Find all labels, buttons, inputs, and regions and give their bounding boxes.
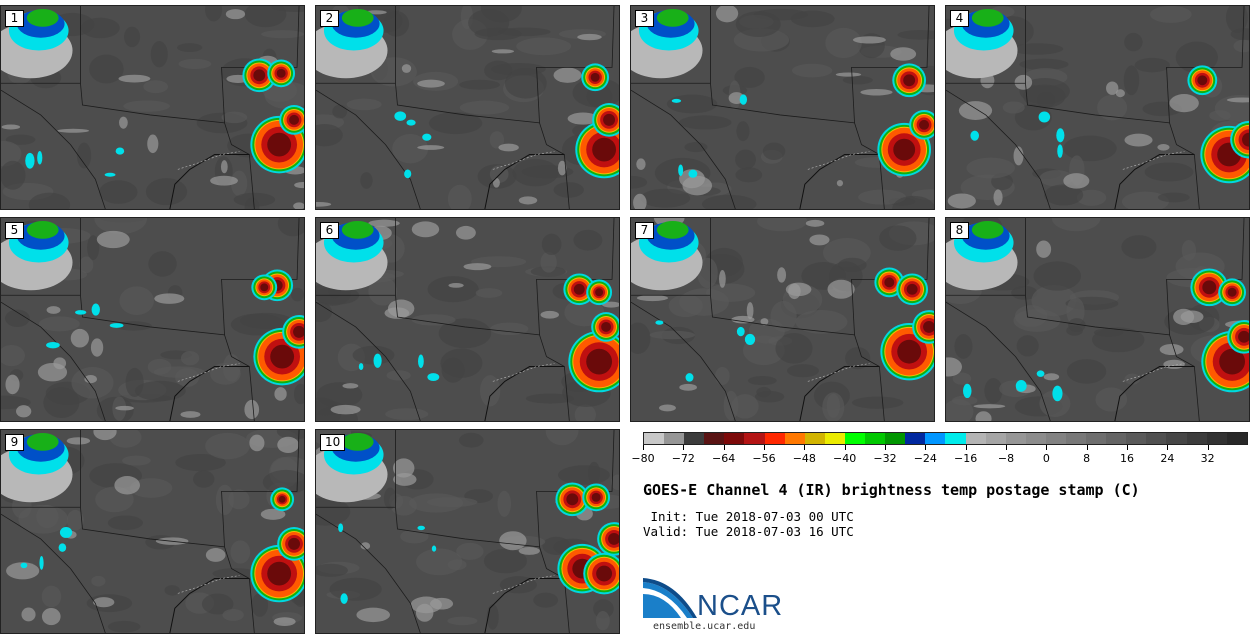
colorbar-tick-label: −56 xyxy=(752,452,776,465)
colorbar-tick xyxy=(1086,445,1088,450)
stamp-panel-2: 2 xyxy=(315,5,620,210)
colorbar-swatch xyxy=(1166,433,1187,444)
panel-label-7: 7 xyxy=(635,222,654,239)
panel-label-9: 9 xyxy=(5,434,24,451)
ir-map-10 xyxy=(316,430,619,633)
colorbar-tick xyxy=(925,445,927,450)
colorbar-tick-label: −32 xyxy=(873,452,897,465)
stamp-panel-6: 6 xyxy=(315,217,620,422)
colorbar-ticks: −80 −72 −64 −56 −48 −40 −32 −24 −16 −8 0 8 16 24 32 xyxy=(631,445,1248,475)
colorbar-tick-label: −72 xyxy=(671,452,695,465)
panel-label-3: 3 xyxy=(635,10,654,27)
logo-text: NCAR xyxy=(697,590,784,622)
colorbar-tick-label: 24 xyxy=(1160,452,1175,465)
colorbar-tick xyxy=(1207,445,1209,450)
colorbar-tick xyxy=(844,445,846,450)
stamp-panel-5: 5 xyxy=(0,217,305,422)
colorbar-tick xyxy=(643,445,644,450)
colorbar-swatch xyxy=(804,433,825,444)
valid-time: Valid: Tue 2018-07-03 16 UTC xyxy=(643,524,854,539)
colorbar-swatch xyxy=(1186,433,1207,444)
colorbar-swatch xyxy=(865,433,886,444)
colorbar-swatch xyxy=(744,433,765,444)
ir-map-5 xyxy=(1,218,304,421)
colorbar-swatch xyxy=(704,433,725,444)
ir-map-1 xyxy=(1,6,304,209)
colorbar-tick-label: −48 xyxy=(792,452,816,465)
panel-label-1: 1 xyxy=(5,10,24,27)
colorbar-swatch xyxy=(1025,433,1046,444)
colorbar-tick-label: −64 xyxy=(712,452,736,465)
colorbar-tick xyxy=(723,445,725,450)
colorbar-swatch xyxy=(1206,433,1227,444)
colorbar-tick-label: −80 xyxy=(631,452,655,465)
colorbar-tick-label: −24 xyxy=(913,452,937,465)
ir-map-7 xyxy=(631,218,934,421)
colorbar-swatch xyxy=(1045,433,1066,444)
logo-url: ensemble.ucar.edu xyxy=(653,621,756,632)
colorbar-swatch xyxy=(905,433,926,444)
stamp-panel-3: 3 xyxy=(630,5,935,210)
stamp-panel-9: 9 xyxy=(0,429,305,634)
stamp-panel-1: 1 xyxy=(0,5,305,210)
panel-label-2: 2 xyxy=(320,10,339,27)
colorbar-swatch xyxy=(684,433,705,444)
ir-map-2 xyxy=(316,6,619,209)
colorbar-swatch xyxy=(985,433,1006,444)
colorbar-tick-label: −8 xyxy=(997,452,1015,465)
colorbar-tick xyxy=(885,445,886,450)
colorbar-swatch xyxy=(1106,433,1127,444)
colorbar-swatch xyxy=(1146,433,1167,444)
ir-map-8 xyxy=(946,218,1249,421)
colorbar-tick xyxy=(764,445,765,450)
colorbar-swatch xyxy=(824,433,845,444)
colorbar-swatch xyxy=(784,433,805,444)
ir-map-9 xyxy=(1,430,304,633)
colorbar-tick-label: 16 xyxy=(1120,452,1134,465)
stamp-panel-10: 10 xyxy=(315,429,620,634)
init-time: Init: Tue 2018-07-03 00 UTC xyxy=(643,509,854,524)
panel-label-8: 8 xyxy=(950,222,969,239)
colorbar-tick xyxy=(965,445,967,450)
stamp-panel-7: 7 xyxy=(630,217,935,422)
colorbar-swatch xyxy=(885,433,906,444)
figure-title: GOES-E Channel 4 (IR) brightness temp po… xyxy=(643,481,1140,499)
colorbar-tick xyxy=(683,445,685,450)
colorbar-swatch xyxy=(945,433,966,444)
colorbar-swatch xyxy=(1126,433,1147,444)
panel-label-4: 4 xyxy=(950,10,969,27)
colorbar-swatch xyxy=(1005,433,1026,444)
colorbar-tick xyxy=(804,445,806,450)
colorbar-swatch xyxy=(664,433,685,444)
panel-label-10: 10 xyxy=(320,434,346,451)
colorbar-tick-label: 32 xyxy=(1200,452,1215,465)
colorbar-swatch xyxy=(1065,433,1087,444)
ncar-logo-icon xyxy=(643,578,697,618)
colorbar-tick-label: −16 xyxy=(954,452,978,465)
stamp-panel-4: 4 xyxy=(945,5,1250,210)
stamp-panel-8: 8 xyxy=(945,217,1250,422)
ir-map-3 xyxy=(631,6,934,209)
colorbar-swatch xyxy=(1086,433,1107,444)
colorbar-swatch xyxy=(965,433,986,444)
colorbar-swatch xyxy=(764,433,785,444)
colorbar-tick-label: 8 xyxy=(1083,452,1091,465)
panel-label-6: 6 xyxy=(320,222,339,239)
colorbar-tick xyxy=(1127,445,1128,450)
ir-map-6 xyxy=(316,218,619,421)
colorbar xyxy=(643,432,1248,445)
colorbar-swatch xyxy=(644,433,665,444)
colorbar-swatch xyxy=(724,433,745,444)
colorbar-swatch xyxy=(844,433,866,444)
ir-map-4 xyxy=(946,6,1249,209)
colorbar-tick-label: −40 xyxy=(833,452,857,465)
colorbar-tick xyxy=(1046,445,1048,450)
panel-label-5: 5 xyxy=(5,222,24,239)
colorbar-tick xyxy=(1167,445,1169,450)
colorbar-tick xyxy=(1006,445,1007,450)
colorbar-swatch xyxy=(925,433,946,444)
colorbar-tick-label: 0 xyxy=(1042,452,1050,465)
colorbar-swatch xyxy=(1226,433,1247,444)
